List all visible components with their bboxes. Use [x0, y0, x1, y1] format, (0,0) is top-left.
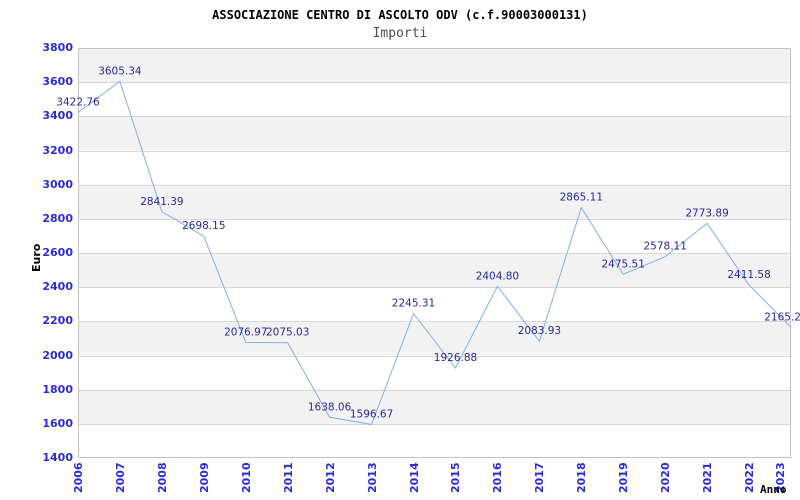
y-tick-label: 1800	[42, 382, 73, 396]
plot-border	[78, 48, 791, 458]
x-tick-label: 2018	[575, 462, 589, 493]
point-label: 2865.11	[560, 192, 603, 204]
point-label: 2841.39	[140, 196, 183, 208]
y-tick-label: 2600	[42, 246, 73, 259]
y-tick-label: 2800	[42, 211, 73, 225]
x-tick-label: 2014	[407, 462, 421, 493]
point-label: 2475.51	[601, 258, 644, 270]
x-tick-label: 2016	[491, 462, 505, 493]
x-tick-label: 2009	[197, 462, 211, 493]
y-tick-label: 3800	[42, 41, 73, 54]
y-tick-label: 2400	[42, 280, 73, 294]
x-tick-label: 2013	[365, 462, 379, 493]
y-tick-label: 2200	[42, 314, 73, 328]
point-label: 2076.97	[224, 326, 267, 338]
y-tick-label: 1400	[42, 451, 73, 464]
y-tick-label: 3200	[42, 143, 73, 157]
background-band	[78, 116, 791, 151]
plot-canvas: 3422.76 3605.34 2841.39 2698.15 2076.972075.…	[56, 48, 800, 458]
background-band	[78, 389, 791, 424]
background-band	[78, 184, 791, 219]
data-line	[77, 80, 792, 425]
x-tick-label: 2006	[72, 462, 85, 493]
x-tick-label: 2017	[533, 462, 547, 493]
point-label: 1926.88	[434, 352, 477, 364]
y-tick-label: 1600	[42, 416, 73, 430]
chart-subtitle: Importi	[372, 26, 428, 41]
x-tick-label: 2015	[449, 462, 463, 493]
point-label: 2245.31	[392, 298, 435, 310]
x-axis-title: Anno	[760, 483, 787, 496]
plot-area: 3422.76 3605.34 2841.39 2698.15 2076.97 2075.…	[56, 48, 800, 458]
chart-title: ASSOCIAZIONE CENTRO DI ASCOLTO ODV (c.f.…	[212, 8, 588, 22]
y-tick-label: 3000	[42, 177, 73, 191]
point-label: 2404.80	[476, 270, 519, 282]
background-band	[78, 321, 791, 356]
background-band	[78, 48, 791, 83]
x-tick-label: 2012	[323, 462, 337, 493]
point-label: 2698.15	[182, 220, 225, 232]
x-tick-label: 2010	[239, 462, 253, 493]
point-label: 2165.2	[764, 311, 800, 323]
point-label: 3422.76	[56, 96, 100, 108]
x-tick-label: 2008	[155, 462, 169, 493]
x-tick-label: 2007	[113, 462, 127, 493]
point-label: 2411.58	[727, 269, 770, 281]
y-tick-label: 3400	[42, 109, 73, 123]
x-tick-label: 2020	[659, 462, 673, 493]
x-tick-label: 2022	[743, 462, 757, 493]
y-axis-title: Euro	[30, 243, 43, 272]
x-tick-label: 2021	[701, 462, 715, 493]
x-tick-label: 2019	[617, 462, 631, 493]
background-band	[78, 253, 791, 288]
point-label: 3605.34	[98, 65, 142, 77]
y-tick-label: 2000	[42, 348, 73, 362]
point-label: 1596.67	[350, 408, 393, 420]
point-label: 2773.89	[685, 207, 728, 219]
x-tick-label: 2011	[281, 462, 295, 493]
point-label: 1638.06	[308, 401, 352, 413]
point-label: 2083.93	[518, 325, 561, 337]
point-label: 2075.03	[266, 327, 309, 339]
point-label: 2578.11	[643, 241, 686, 253]
y-tick-label: 3600	[42, 75, 73, 89]
